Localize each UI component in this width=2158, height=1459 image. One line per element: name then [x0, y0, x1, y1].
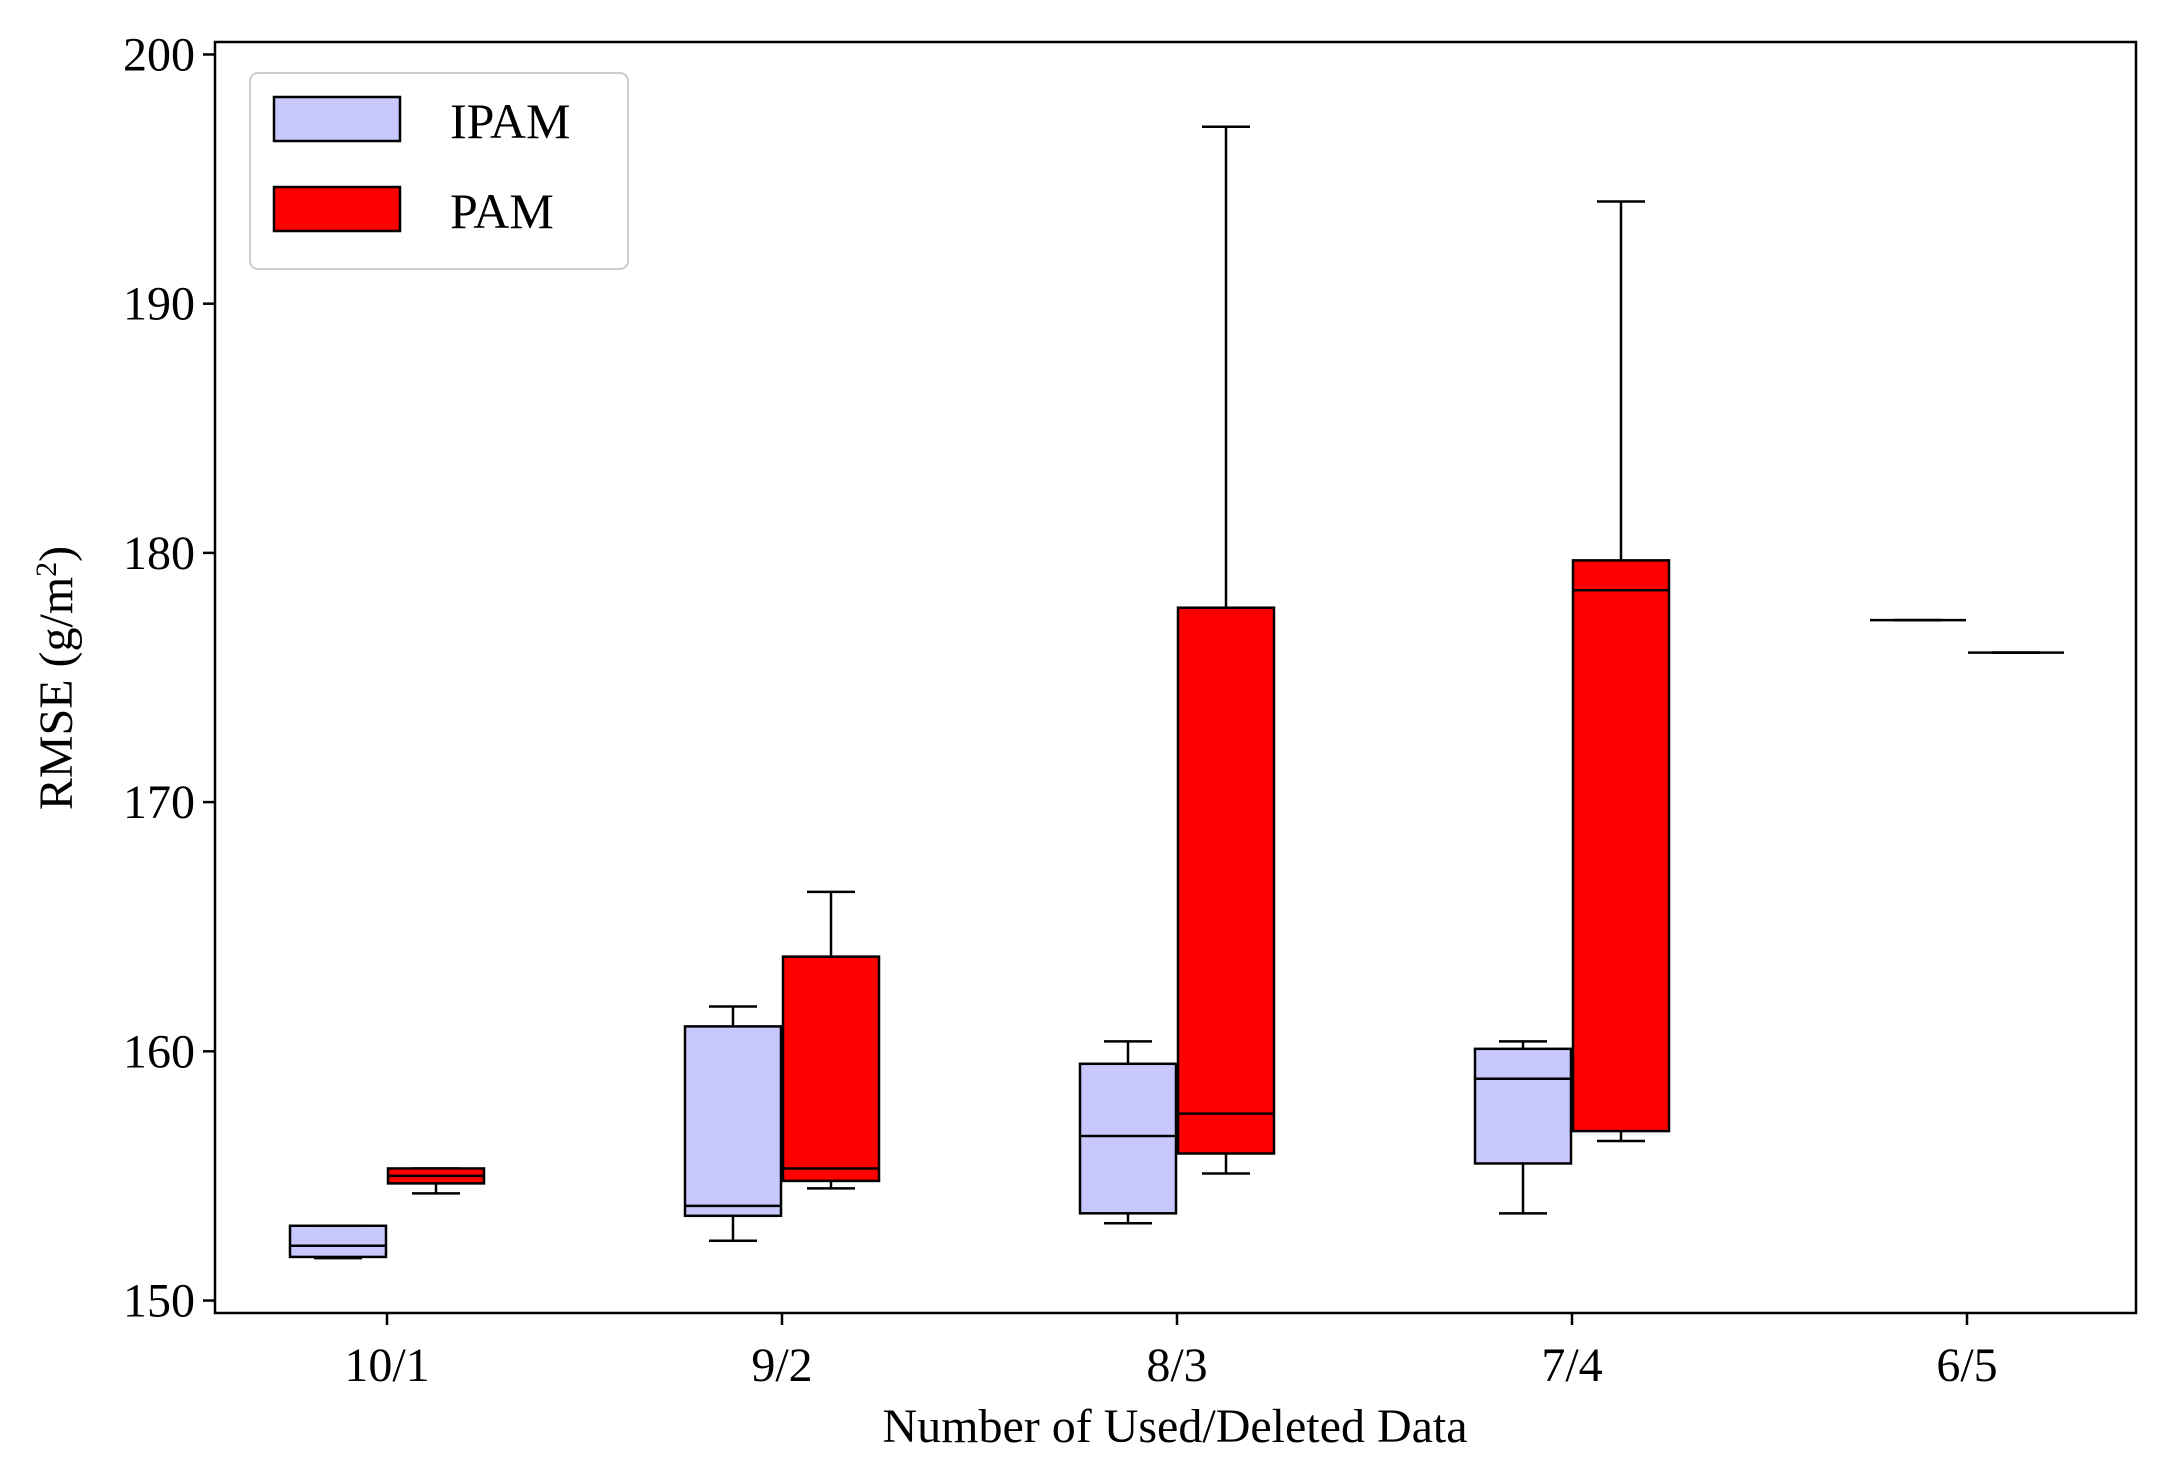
box-body [288, 1224, 388, 1259]
x-tick-label-6-5: 6/5 [1936, 1339, 1997, 1392]
y-tick-label-180: 180 [123, 527, 195, 580]
box-body [1078, 1062, 1178, 1215]
y-tick-label-190: 190 [123, 278, 195, 331]
box-pam-0 [386, 1167, 486, 1195]
box-pam-2 [1176, 125, 1276, 1175]
legend: IPAM PAM [249, 72, 629, 270]
y-tick-label-200: 200 [123, 28, 195, 81]
x-axis-label: Number of Used/Deleted Data [882, 1400, 1467, 1453]
x-tick-label-7-4: 7/4 [1541, 1339, 1602, 1392]
box-body [1176, 606, 1276, 1155]
plot-frame [213, 40, 2138, 1315]
plot-content [288, 125, 2064, 1260]
y-tick-label-160: 160 [123, 1025, 195, 1078]
legend-swatch-ipam [272, 95, 402, 143]
y-axis: 150 160 170 180 190 200 [123, 28, 215, 1328]
legend-label-pam: PAM [450, 183, 554, 239]
x-tick-label-8-3: 8/3 [1146, 1339, 1207, 1392]
box-ipam-0 [288, 1224, 388, 1260]
y-tick-label-150: 150 [123, 1275, 195, 1328]
box-pam-3 [1571, 200, 1671, 1143]
legend-label-ipam: IPAM [450, 93, 570, 149]
x-tick-label-9-2: 9/2 [751, 1339, 812, 1392]
box-body [781, 955, 881, 1183]
box-ipam-1 [683, 1005, 783, 1242]
x-axis: 10/1 9/2 8/3 7/4 6/5 [344, 1313, 1998, 1392]
box-ipam-2 [1078, 1040, 1178, 1225]
box-ipam-3 [1473, 1040, 1573, 1215]
box-body [683, 1025, 783, 1218]
legend-swatch-pam [272, 185, 402, 233]
box-body [1571, 559, 1671, 1133]
y-axis-label: RMSE (g/m2) [30, 546, 84, 810]
box-pam-1 [781, 890, 881, 1190]
x-tick-label-10-1: 10/1 [344, 1339, 429, 1392]
box-body [1473, 1047, 1573, 1165]
y-tick-label-170: 170 [123, 776, 195, 829]
